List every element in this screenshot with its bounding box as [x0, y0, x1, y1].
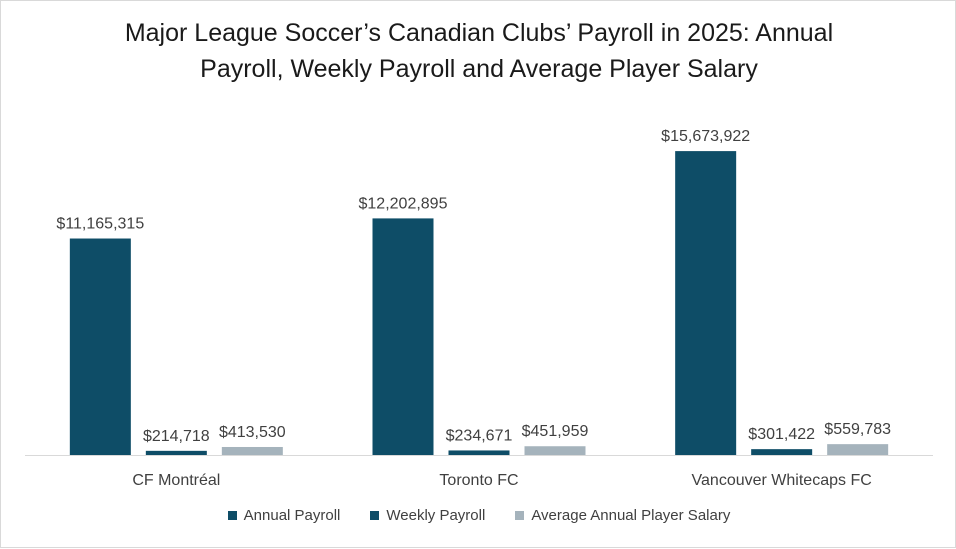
- data-label: $11,165,315: [56, 216, 144, 233]
- legend-swatch: [515, 511, 525, 520]
- data-label: $234,671: [446, 427, 513, 444]
- chart-title-line-2: Payroll, Weekly Payroll and Average Play…: [200, 55, 758, 83]
- legend: Annual Payroll Weekly Payroll Average Annu…: [1, 507, 956, 524]
- chart-title-line-1: Major League Soccer’s Canadian Clubs’ Pa…: [124, 19, 834, 47]
- legend-item: Annual Payroll: [227, 507, 341, 524]
- category-label: Toronto FC: [439, 472, 518, 489]
- legend-label: Weekly Payroll: [386, 507, 486, 524]
- category-label: CF Montréal: [132, 472, 220, 489]
- bar-annual-payroll-0: [69, 238, 131, 455]
- category-label: Vancouver Whitecaps FC: [692, 472, 872, 489]
- data-label: $559,783: [824, 421, 891, 438]
- data-label: $15,673,922: [661, 128, 750, 145]
- legend-label: Annual Payroll: [243, 507, 341, 524]
- bar-weekly-payroll-0: [145, 450, 207, 455]
- data-label: $301,422: [748, 426, 815, 443]
- bar-weekly-payroll-2: [751, 449, 813, 455]
- chart-title: Major League Soccer’s Canadian Clubs’ Pa…: [1, 15, 956, 87]
- legend-item: Average Annual Player Salary: [515, 507, 730, 524]
- legend-item: Weekly Payroll: [370, 507, 485, 524]
- data-label: $413,530: [219, 424, 286, 441]
- bar-annual-payroll-2: [675, 151, 737, 455]
- bar-average-annual-player-salary-0: [221, 446, 283, 455]
- data-label: $451,959: [522, 423, 589, 440]
- legend-swatch: [370, 511, 380, 520]
- bar-average-annual-player-salary-1: [524, 446, 586, 455]
- data-label: $214,718: [143, 428, 210, 445]
- bar-weekly-payroll-1: [448, 450, 510, 455]
- bar-annual-payroll-1: [372, 218, 434, 455]
- legend-label: Average Annual Player Salary: [531, 507, 731, 524]
- legend-swatch: [227, 511, 237, 520]
- data-label: $12,202,895: [359, 195, 448, 212]
- bar-average-annual-player-salary-2: [827, 444, 889, 455]
